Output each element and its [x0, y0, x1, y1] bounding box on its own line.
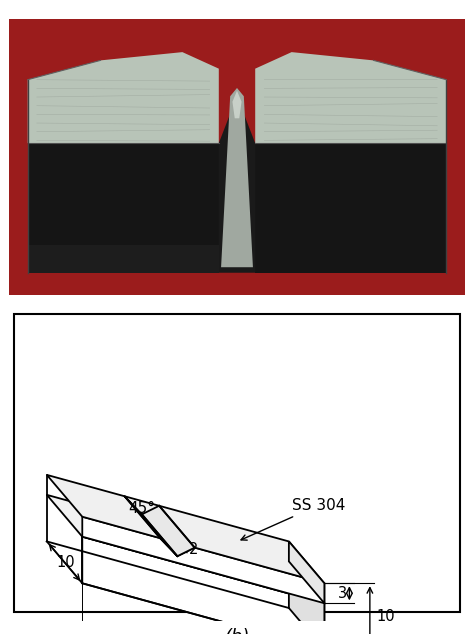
Text: (a): (a) [225, 317, 249, 335]
Polygon shape [27, 52, 219, 143]
Polygon shape [289, 541, 324, 604]
Polygon shape [27, 143, 219, 273]
Polygon shape [142, 506, 195, 556]
Text: 10: 10 [57, 555, 75, 570]
Polygon shape [219, 96, 255, 273]
Text: 45°: 45° [128, 501, 162, 534]
Polygon shape [82, 536, 324, 634]
Polygon shape [47, 495, 324, 604]
Polygon shape [27, 245, 219, 273]
Text: (b): (b) [224, 628, 250, 634]
Polygon shape [160, 538, 195, 556]
Text: 2: 2 [189, 542, 198, 557]
Polygon shape [232, 91, 242, 119]
Text: 10: 10 [377, 609, 395, 624]
Polygon shape [82, 517, 324, 604]
Polygon shape [221, 88, 253, 268]
Polygon shape [255, 52, 447, 143]
Polygon shape [47, 475, 324, 583]
Polygon shape [255, 143, 447, 273]
Text: SS 304: SS 304 [241, 498, 345, 540]
Polygon shape [289, 562, 324, 634]
Polygon shape [125, 496, 177, 556]
Text: 3: 3 [338, 586, 347, 601]
Text: Al 6061: Al 6061 [0, 633, 1, 634]
